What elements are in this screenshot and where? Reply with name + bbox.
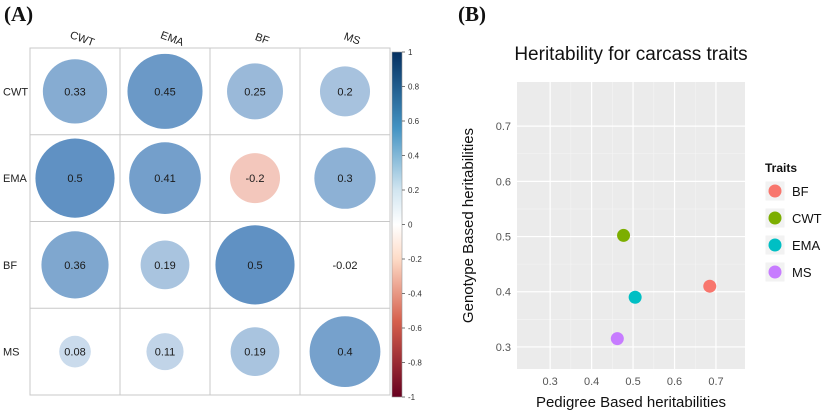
data-point-ms <box>610 332 624 346</box>
legend-marker-ema <box>768 238 782 252</box>
colorbar-tick-label: 1 <box>408 48 413 57</box>
correlation-value: 0.41 <box>154 173 175 185</box>
legend-label: CWT <box>792 211 822 226</box>
row-label: CWT <box>3 86 28 98</box>
colorbar-tick-label: 0.6 <box>408 117 420 126</box>
correlation-value: -0.02 <box>332 260 357 272</box>
y-tick-label: 0.7 <box>496 121 511 133</box>
data-point-cwt <box>617 228 631 242</box>
column-label: BF <box>253 31 271 47</box>
correlation-circle <box>215 225 295 305</box>
correlation-matrix-chart: CWT EMA BF MS CWT EMA BF MS 0.33 0.45 0.25 0.2 0.5 0.… <box>3 29 422 402</box>
correlation-value: -0.2 <box>246 173 265 185</box>
data-point-bf <box>703 279 717 293</box>
colorbar-tick-label: -0.4 <box>408 290 422 299</box>
correlation-value: 0.45 <box>154 86 175 98</box>
correlation-circle <box>227 63 283 120</box>
correlation-circle <box>229 153 281 204</box>
correlation-circle <box>140 240 190 290</box>
y-tick-label: 0.6 <box>496 176 511 188</box>
colorbar-tick-label: 0.4 <box>408 152 420 161</box>
column-label: CWT <box>68 29 96 49</box>
y-tick-label: 0.3 <box>496 342 511 354</box>
correlation-value: 0.19 <box>154 260 175 272</box>
y-tick-label: 0.4 <box>496 287 511 299</box>
heritability-scatter-chart: Heritability for carcass traits 0.3 0.4 0.5… <box>460 44 822 411</box>
colorbar-tick-label: -0.2 <box>408 255 422 264</box>
correlation-circle <box>41 231 109 299</box>
correlation-circle <box>230 327 280 377</box>
correlation-value: 0.36 <box>64 260 85 272</box>
legend-marker-bf <box>768 184 782 198</box>
correlation-value: 0.5 <box>67 173 82 185</box>
correlation-circle <box>59 335 91 368</box>
chart-title: Heritability for carcass traits <box>514 44 747 65</box>
correlation-value: 0.4 <box>337 347 352 359</box>
panel-b-label: (B) <box>458 2 486 26</box>
data-point-ema <box>628 290 642 304</box>
correlation-circle <box>127 53 203 129</box>
correlation-value: 0.25 <box>244 86 265 98</box>
column-label: MS <box>342 31 362 48</box>
correlation-circle <box>35 138 115 218</box>
correlation-value: 0.19 <box>244 347 265 359</box>
colorbar-tick-label: 0 <box>408 221 413 230</box>
x-tick-label: 0.5 <box>625 376 640 388</box>
colorbar-tick-label: -0.8 <box>408 359 422 368</box>
x-tick-label: 0.4 <box>584 376 599 388</box>
legend-marker-ms <box>768 265 782 279</box>
correlation-circle <box>42 59 108 124</box>
correlation-value: 0.08 <box>64 347 85 359</box>
legend-label: BF <box>792 184 809 199</box>
correlation-value: 0.3 <box>337 173 352 185</box>
x-axis-label: Pedigree Based heritabilities <box>536 394 726 411</box>
y-tick-label: 0.5 <box>496 232 511 244</box>
plot-background <box>517 82 745 369</box>
correlation-value: 0.5 <box>247 260 262 272</box>
correlation-circle <box>319 66 371 117</box>
x-tick-label: 0.7 <box>708 376 723 388</box>
correlation-circle <box>129 142 201 214</box>
correlation-value: 0.2 <box>337 86 352 98</box>
row-label: MS <box>3 347 20 359</box>
row-label: BF <box>3 260 17 272</box>
colorbar-tick-label: 0.8 <box>408 83 420 92</box>
colorbar-tick-label: 0.2 <box>408 186 420 195</box>
legend-marker-cwt <box>768 211 782 225</box>
colorbar <box>391 51 403 398</box>
correlation-value: 0.33 <box>64 86 85 98</box>
y-axis-label: Genotype Based heritabilities <box>460 128 477 323</box>
correlation-value: 0.11 <box>155 347 176 359</box>
x-tick-label: 0.3 <box>543 376 558 388</box>
correlation-circle <box>146 333 184 371</box>
legend-title: Traits <box>765 161 797 175</box>
legend-label: MS <box>792 265 812 280</box>
row-label: EMA <box>3 173 28 185</box>
colorbar-tick-label: -1 <box>408 393 416 402</box>
legend-label: EMA <box>792 238 821 253</box>
x-tick-label: 0.6 <box>667 376 682 388</box>
correlation-circle <box>309 316 381 388</box>
correlation-circle <box>314 147 376 209</box>
colorbar-tick-label: -0.6 <box>408 324 422 333</box>
panel-a-label: (A) <box>4 2 34 26</box>
column-label: EMA <box>159 29 186 49</box>
